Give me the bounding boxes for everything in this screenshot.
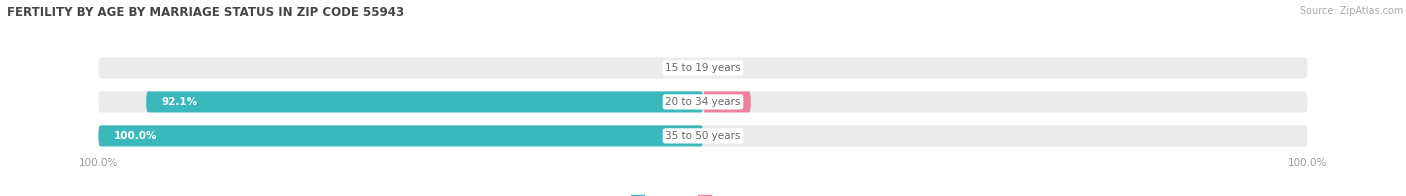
FancyBboxPatch shape [98, 125, 1308, 146]
FancyBboxPatch shape [703, 91, 751, 113]
FancyBboxPatch shape [146, 91, 703, 113]
Text: Source: ZipAtlas.com: Source: ZipAtlas.com [1299, 6, 1403, 16]
Text: 20 to 34 years: 20 to 34 years [665, 97, 741, 107]
FancyBboxPatch shape [98, 91, 1308, 113]
Text: 92.1%: 92.1% [162, 97, 197, 107]
Text: 0.0%: 0.0% [711, 63, 738, 73]
Text: 100.0%: 100.0% [114, 131, 157, 141]
Text: FERTILITY BY AGE BY MARRIAGE STATUS IN ZIP CODE 55943: FERTILITY BY AGE BY MARRIAGE STATUS IN Z… [7, 6, 404, 19]
FancyBboxPatch shape [98, 125, 703, 146]
Text: 15 to 19 years: 15 to 19 years [665, 63, 741, 73]
FancyBboxPatch shape [98, 57, 1308, 78]
Text: 7.9%: 7.9% [711, 97, 738, 107]
Legend: Married, Unmarried: Married, Unmarried [627, 191, 779, 196]
Text: 35 to 50 years: 35 to 50 years [665, 131, 741, 141]
Text: 0.0%: 0.0% [668, 63, 695, 73]
Text: 0.0%: 0.0% [711, 131, 738, 141]
